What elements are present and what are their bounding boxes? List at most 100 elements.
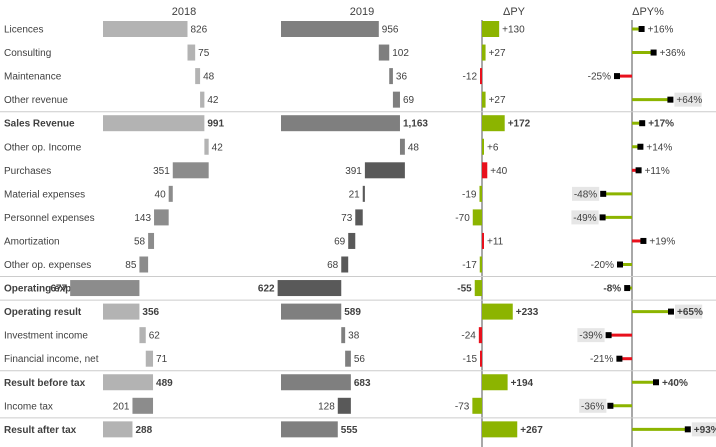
value-label-delta-percent: +40% [662,378,688,389]
bar-2018 [103,421,133,438]
value-label-2018: 85 [125,260,137,271]
bar-delta [479,185,482,202]
category-label: Other revenue [4,95,68,106]
pin-head-delta-percent [607,402,614,409]
bar-2019 [389,68,393,85]
pin-head-delta-percent [599,214,606,221]
label-shade [691,422,716,437]
value-label-2018: 48 [203,72,215,83]
bar-delta [478,327,482,344]
bar-delta [472,397,482,414]
value-label-delta: -24 [461,331,476,342]
pin-head-delta-percent [635,167,642,174]
value-label-2019: 956 [382,25,399,36]
pin-head-delta-percent [605,332,612,339]
bar-2018 [195,68,201,85]
bar-2018 [103,374,154,391]
value-label-2019: 555 [341,425,358,436]
bar-delta [482,44,486,61]
value-label-delta: +6 [487,142,499,153]
value-label-2018: 58 [134,236,146,247]
row-result-before-tax: Result before tax 489 683 +194 +40% [0,370,716,391]
bar-2019 [281,303,342,320]
label-shade [572,186,600,201]
row-purchases: Purchases 351 391 +40 +11% [4,162,670,179]
value-label-2018: 991 [207,119,224,130]
value-label-delta: +40 [490,166,507,177]
value-label-delta: -15 [463,354,478,365]
bar-2018 [154,209,169,226]
bar-2018 [103,303,140,320]
category-label: Financial income, net [4,354,99,365]
value-label-delta: +27 [489,48,506,59]
value-label-2018: 677 [50,284,67,295]
bar-2019 [281,374,351,391]
category-label: Investment income [4,331,88,342]
bar-2019 [337,397,351,414]
value-label-2018: 143 [134,213,151,224]
bar-delta [482,138,484,155]
category-label: Result after tax [4,425,77,436]
value-label-delta: -17 [462,260,477,271]
value-label-2019: 73 [341,213,353,224]
header-delta-py: ΔPY [503,6,526,18]
pin-head-delta-percent [684,426,691,433]
bar-2019 [277,280,342,297]
value-label-2019: 683 [354,378,371,389]
value-label-delta-percent: +19% [649,236,675,247]
bar-2018 [187,44,196,61]
bar-2019 [399,138,405,155]
header-delta-py-percent: ΔPY% [632,6,664,18]
category-label: Operating expenses [4,284,100,295]
value-label-2019: 69 [334,236,346,247]
bar-delta [482,21,500,37]
value-label-delta: +172 [508,119,531,130]
value-label-2018: 62 [149,331,161,342]
value-label-2019: 102 [392,48,409,59]
bar-delta [482,232,484,249]
pin-head-delta-percent [653,379,659,386]
value-label-delta: +11 [487,236,504,247]
bar-2019 [281,421,338,438]
bar-2019 [364,162,405,179]
value-label-delta: -73 [455,401,470,412]
row-financial-income-net: Financial income, net 71 56 -15 -21% [4,350,632,367]
value-label-delta-percent: +93% [694,425,716,436]
bar-2019 [348,232,356,249]
bar-2019 [281,115,400,132]
bar-delta [482,303,513,320]
value-label-delta-percent: -36% [581,401,604,412]
value-label-delta: +267 [520,425,543,436]
bar-2018 [139,327,146,344]
bar-2018 [103,115,205,132]
bar-2019 [378,44,390,61]
header-2019: 2019 [350,6,374,18]
bar-delta [482,421,518,438]
value-label-2019: 68 [327,260,339,271]
bar-2018 [139,256,149,273]
value-label-delta-percent: -8% [603,284,621,295]
label-shade [674,92,702,107]
value-label-delta-percent: +14% [646,142,672,153]
category-label: Consulting [4,48,51,59]
pin-head-delta-percent [624,285,631,292]
value-label-2019: 128 [318,401,335,412]
value-label-delta: +130 [502,25,525,36]
label-shade [577,328,605,343]
value-label-delta-percent: +17% [648,119,674,130]
value-label-delta-percent: +64% [676,95,702,106]
row-income-tax: Income tax 201 128 -73 -36% [4,397,632,414]
bar-2019 [345,350,351,367]
bar-2018 [168,185,173,202]
bar-2019 [362,185,365,202]
value-label-2019: 589 [344,307,361,318]
row-amortization: Amortization 58 69 +11 +19% [4,232,675,249]
value-label-delta: +194 [511,378,534,389]
bar-delta [480,350,482,367]
value-label-delta-percent: +16% [648,25,674,36]
value-label-delta: -19 [462,189,477,200]
row-investment-income: Investment income 62 38 -24 -39% [4,327,632,344]
bar-2018 [172,162,209,179]
